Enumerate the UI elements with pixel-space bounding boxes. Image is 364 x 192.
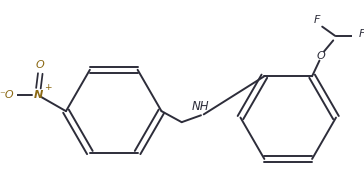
Text: O: O [36, 60, 45, 70]
Text: F: F [359, 29, 364, 39]
Text: O: O [317, 51, 326, 61]
Text: ⁻O: ⁻O [0, 90, 13, 100]
Text: N: N [34, 90, 43, 100]
Text: NH: NH [192, 100, 210, 113]
Text: F: F [313, 15, 320, 25]
Text: +: + [44, 83, 51, 92]
